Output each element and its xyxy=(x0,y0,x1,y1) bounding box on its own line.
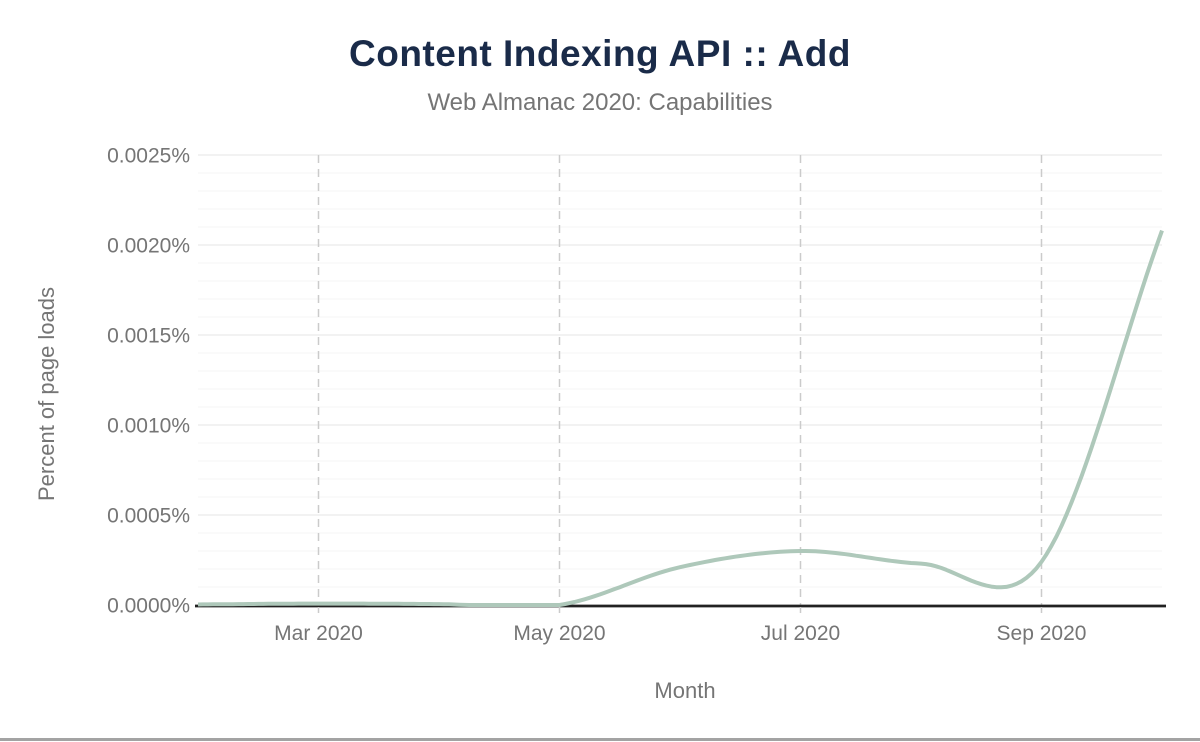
x-tick-label: Sep 2020 xyxy=(997,622,1087,645)
y-tick-label: 0.0005% xyxy=(107,505,190,528)
x-axis-title: Month xyxy=(654,678,715,703)
y-tick-label: 0.0025% xyxy=(107,145,190,168)
y-axis-tick-labels: 0.0000% 0.0005% 0.0010% 0.0015% 0.0020% 0.002… xyxy=(107,145,190,618)
horizontal-gridlines xyxy=(198,154,1162,588)
chart-title: Content Indexing API :: Add xyxy=(349,33,851,74)
x-tick-label: Mar 2020 xyxy=(274,622,363,645)
x-tick-label: May 2020 xyxy=(513,622,605,645)
y-tick-label: 0.0015% xyxy=(107,325,190,348)
bottom-edge-bar xyxy=(0,738,1200,741)
chart-subtitle: Web Almanac 2020: Capabilities xyxy=(427,89,773,116)
y-axis-title: Percent of page loads xyxy=(34,287,59,501)
x-axis-ticks xyxy=(317,607,1043,613)
y-tick-label: 0.0000% xyxy=(107,595,190,618)
vertical-gridlines xyxy=(317,155,1043,605)
y-tick-label: 0.0020% xyxy=(107,235,190,258)
chart-header: Content Indexing API :: Add Web Almanac … xyxy=(0,0,1200,116)
y-tick-label: 0.0010% xyxy=(107,415,190,438)
x-axis-tick-labels: Mar 2020 May 2020 Jul 2020 Sep 2020 xyxy=(274,622,1086,645)
x-tick-label: Jul 2020 xyxy=(761,622,840,645)
series-line xyxy=(197,229,1164,607)
